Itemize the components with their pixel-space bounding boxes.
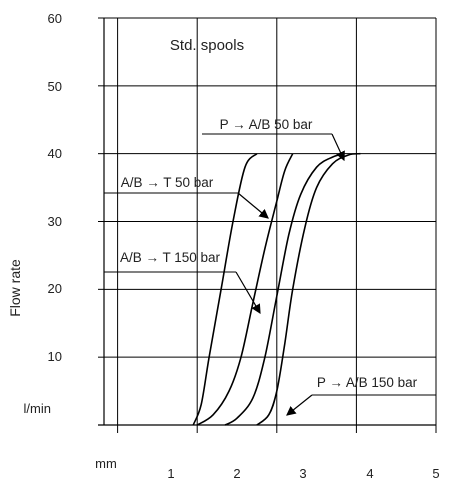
x-axis-unit: mm xyxy=(95,456,117,471)
y-axis-label: Flow rate xyxy=(7,259,23,317)
x-tick-label: 2 xyxy=(233,466,240,481)
leader-p-ab-150-arrow xyxy=(286,394,313,416)
x-tick-label: 4 xyxy=(366,466,373,481)
annotation-p-ab-150: P → A/B 150 bar xyxy=(317,375,418,390)
curve-p-ab-50 xyxy=(224,152,345,426)
y-tick-label: 10 xyxy=(48,349,62,364)
leader-ab-t-50-arrow xyxy=(237,192,269,219)
grid-lines xyxy=(98,17,437,433)
y-tick-label: 40 xyxy=(48,146,62,161)
y-tick-label: 60 xyxy=(48,11,62,26)
y-axis-unit: l/min xyxy=(24,401,51,416)
annotation-leaders xyxy=(104,133,436,416)
x-tick-label: 1 xyxy=(167,466,174,481)
chart-title: Std. spools xyxy=(170,37,244,54)
curves xyxy=(192,152,361,426)
annotation-ab-t-50: A/B → T 50 bar xyxy=(121,175,214,190)
x-tick-labels: 1 2 3 4 5 xyxy=(167,466,439,481)
annotation-p-ab-50: P → A/B 50 bar xyxy=(220,117,313,132)
y-tick-label: 50 xyxy=(48,79,62,94)
y-tick-label: 20 xyxy=(48,281,62,296)
y-tick-label: 30 xyxy=(48,214,62,229)
x-tick-label: 5 xyxy=(432,466,439,481)
annotations: P → A/B 50 bar A/B → T 50 bar A/B → T 15… xyxy=(120,117,418,390)
annotation-ab-t-150: A/B → T 150 bar xyxy=(120,250,221,265)
curve-ab-t-50 xyxy=(192,153,258,426)
y-tick-labels: 10 20 30 40 50 60 xyxy=(48,11,62,364)
x-tick-label: 3 xyxy=(299,466,306,481)
leader-p-ab-50-arrow xyxy=(331,133,345,162)
curve-ab-t-150 xyxy=(196,153,294,426)
leader-ab-t-150-arrow xyxy=(235,271,261,315)
